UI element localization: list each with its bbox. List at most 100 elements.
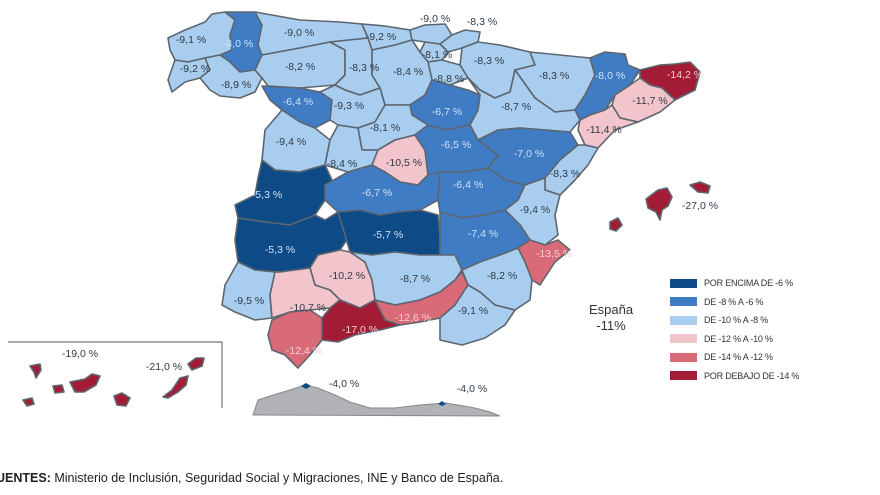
province-menorca — [689, 181, 711, 194]
label-las-palmas: -21,0 % — [146, 361, 182, 373]
label-zamora: -6,4 % — [283, 96, 313, 108]
province-huelva — [221, 261, 276, 321]
label-asturias: -9,0 % — [284, 27, 314, 39]
label-burgos: -8,4 % — [393, 66, 423, 78]
label-cadiz: -12,4 % — [286, 345, 322, 357]
spain-total-value: -11% — [596, 318, 626, 333]
label-pontevedra: -9,2 % — [180, 63, 210, 75]
label-tarragona: -11,4 % — [586, 124, 621, 136]
label-navarra: -8,3 % — [474, 55, 504, 67]
source-note: UENTES: Ministerio de Inclusión, Segurid… — [0, 471, 503, 485]
province-la-gomera — [52, 384, 65, 394]
legend-swatch-below-14 — [670, 371, 697, 380]
label-avila: -8,4 % — [327, 158, 357, 170]
label-cuenca: -6,4 % — [453, 179, 483, 191]
label-malaga: -17,0 % — [342, 324, 378, 336]
label-valencia: -9,4 % — [520, 204, 550, 216]
legend-item: DE -8 % A -6 % — [670, 294, 799, 310]
label-huesca: -8,3 % — [539, 70, 569, 82]
legend-swatch-above-6 — [670, 278, 697, 288]
label-alicante: -13,5 % — [536, 248, 572, 260]
province-zamora — [261, 85, 333, 129]
province-ourense — [199, 54, 263, 99]
province-mallorca — [645, 187, 673, 221]
label-murcia: -8,2 % — [487, 270, 517, 282]
label-a-coruna: -9,1 % — [176, 34, 206, 46]
label-toledo: -6,7 % — [362, 187, 392, 199]
label-jaen: -8,7 % — [400, 273, 430, 285]
province-tenerife — [69, 373, 101, 393]
label-teruel: -7,0 % — [514, 148, 544, 160]
legend-item: DE -12 % A -10 % — [670, 331, 799, 347]
canary-inset-frame — [8, 341, 223, 408]
map-legend: POR ENCIMA DE -6 % DE -8 % A -6 % DE -10… — [670, 275, 799, 386]
label-leon: -8,2 % — [285, 61, 315, 73]
label-zaragoza: -8,7 % — [501, 101, 531, 113]
label-huelva: -9,5 % — [234, 295, 264, 307]
legend-label: POR DEBAJO DE -14 % — [704, 370, 800, 381]
label-ourense: -8,9 % — [221, 79, 251, 91]
province-ibiza — [609, 217, 623, 232]
label-granada: -12,6 % — [395, 312, 431, 324]
province-valencia — [504, 177, 561, 246]
province-caceres — [234, 159, 333, 226]
label-almeria: -9,1 % — [458, 305, 488, 317]
label-bizkaia: -9,0 % — [420, 13, 450, 25]
label-baleares: -27,0 % — [682, 200, 718, 212]
province-la-palma — [29, 363, 42, 379]
source-prefix: UENTES: — [0, 471, 51, 485]
legend-label: DE -14 % A -12 % — [704, 352, 773, 362]
legend-item: POR ENCIMA DE -6 % — [670, 275, 799, 291]
legend-label: DE -8 % A -6 % — [704, 296, 764, 307]
province-gran-canaria — [113, 392, 131, 407]
legend-swatch-12-to-10 — [670, 334, 697, 343]
ceuta-marker — [301, 383, 311, 389]
label-castellon: -8,3 % — [550, 168, 580, 180]
legend-swatch-14-to-12 — [670, 352, 697, 362]
legend-label: DE -10 % A -8 % — [704, 315, 769, 325]
spain-national-total: España -11% — [582, 302, 640, 334]
label-valladolid: -9,3 % — [334, 100, 364, 112]
label-guadalajara: -6,5 % — [441, 139, 471, 151]
province-el-hierro — [22, 397, 35, 407]
label-soria: -6,7 % — [432, 106, 462, 118]
province-barcelona — [611, 77, 676, 123]
label-lugo: -8,0 % — [223, 38, 253, 50]
legend-item: DE -14 % A -12 % — [670, 349, 799, 365]
label-alava: -8,1 % — [422, 49, 452, 61]
label-madrid: -10,5 % — [386, 157, 422, 169]
legend-swatch-8-to-6 — [670, 297, 697, 306]
legend-label: DE -12 % A -10 % — [704, 333, 773, 344]
province-almeria — [439, 284, 516, 346]
province-fuerteventura — [162, 375, 189, 399]
label-ciudad-real: -5,7 % — [373, 229, 403, 241]
label-salamanca: -9,4 % — [276, 136, 306, 148]
province-lanzarote — [187, 357, 205, 371]
spain-total-label: España — [588, 302, 634, 317]
label-lleida: -8,0 % — [595, 70, 625, 82]
province-zaragoza — [467, 69, 581, 141]
legend-label: POR ENCIMA DE -6 % — [704, 278, 793, 288]
label-sevilla: -10,7 % — [290, 302, 326, 314]
label-caceres: -5,3 % — [252, 189, 282, 201]
label-badajoz: -5,3 % — [265, 244, 295, 256]
province-cadiz — [267, 309, 323, 369]
label-albacete: -7,4 % — [468, 228, 498, 240]
province-malaga — [321, 299, 401, 343]
label-la-rioja: -8,8 % — [434, 73, 464, 85]
source-text: Ministerio de Inclusión, Seguridad Socia… — [50, 471, 504, 485]
label-melilla: -4,0 % — [457, 383, 487, 395]
province-lleida — [574, 51, 641, 121]
legend-item: POR DEBAJO DE -14 % — [670, 368, 799, 384]
label-gipuzkoa: -8,3 % — [467, 16, 497, 28]
north-africa-landmass — [252, 384, 501, 417]
label-cordoba: -10,2 % — [329, 270, 365, 282]
label-barcelona: -11,7 % — [632, 95, 667, 107]
label-cantabria: -9,2 % — [366, 31, 396, 43]
province-labels: -9,1 % -8,0 % -9,2 % -8,9 % -9,0 % -9,2 … — [62, 13, 718, 395]
legend-swatch-10-to-8 — [670, 315, 697, 325]
label-tenerife: -19,0 % — [62, 348, 98, 360]
legend-item: DE -10 % A -8 % — [670, 312, 799, 328]
label-ceuta: -4,0 % — [329, 378, 359, 390]
